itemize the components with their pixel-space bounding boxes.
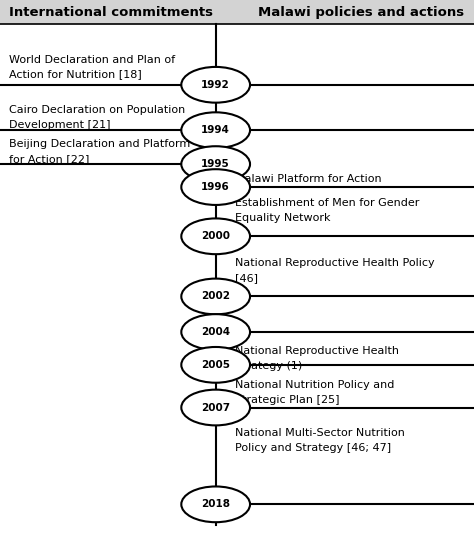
Text: 2000: 2000 xyxy=(201,231,230,241)
Ellipse shape xyxy=(181,146,250,182)
Text: 2018: 2018 xyxy=(201,499,230,509)
Ellipse shape xyxy=(181,486,250,522)
Text: 2002: 2002 xyxy=(201,292,230,301)
Ellipse shape xyxy=(181,347,250,383)
Bar xyxy=(0,0,474,24)
Text: National Multi-Sector Nutrition
Policy and Strategy [46; 47]: National Multi-Sector Nutrition Policy a… xyxy=(235,428,404,452)
Text: 2004: 2004 xyxy=(201,327,230,337)
Text: 2007: 2007 xyxy=(201,403,230,412)
Ellipse shape xyxy=(181,389,250,426)
Text: National Reproductive Health
Strategy (1): National Reproductive Health Strategy (1… xyxy=(235,346,399,370)
Text: 1996: 1996 xyxy=(201,182,230,192)
Text: World Declaration and Plan of
Action for Nutrition [18]: World Declaration and Plan of Action for… xyxy=(9,55,175,79)
Text: 1995: 1995 xyxy=(201,159,230,169)
Ellipse shape xyxy=(181,67,250,103)
Text: National Reproductive Health Policy
[46]: National Reproductive Health Policy [46] xyxy=(235,258,434,283)
Ellipse shape xyxy=(181,278,250,315)
Text: Malawi Platform for Action: Malawi Platform for Action xyxy=(235,174,381,184)
Text: National Nutrition Policy and
Strategic Plan [25]: National Nutrition Policy and Strategic … xyxy=(235,380,394,405)
Text: Beijing Declaration and Platform
for Action [22]: Beijing Declaration and Platform for Act… xyxy=(9,139,191,164)
Ellipse shape xyxy=(181,218,250,254)
Text: 1992: 1992 xyxy=(201,80,230,90)
Ellipse shape xyxy=(181,112,250,148)
Text: Malawi policies and actions: Malawi policies and actions xyxy=(258,5,465,19)
Ellipse shape xyxy=(181,314,250,350)
Text: 1994: 1994 xyxy=(201,125,230,135)
Ellipse shape xyxy=(181,169,250,205)
Text: Establishment of Men for Gender
Equality Network: Establishment of Men for Gender Equality… xyxy=(235,198,419,223)
Text: International commitments: International commitments xyxy=(9,5,213,19)
Text: 2005: 2005 xyxy=(201,360,230,370)
Text: Cairo Declaration on Population
Development [21]: Cairo Declaration on Population Developm… xyxy=(9,105,186,130)
